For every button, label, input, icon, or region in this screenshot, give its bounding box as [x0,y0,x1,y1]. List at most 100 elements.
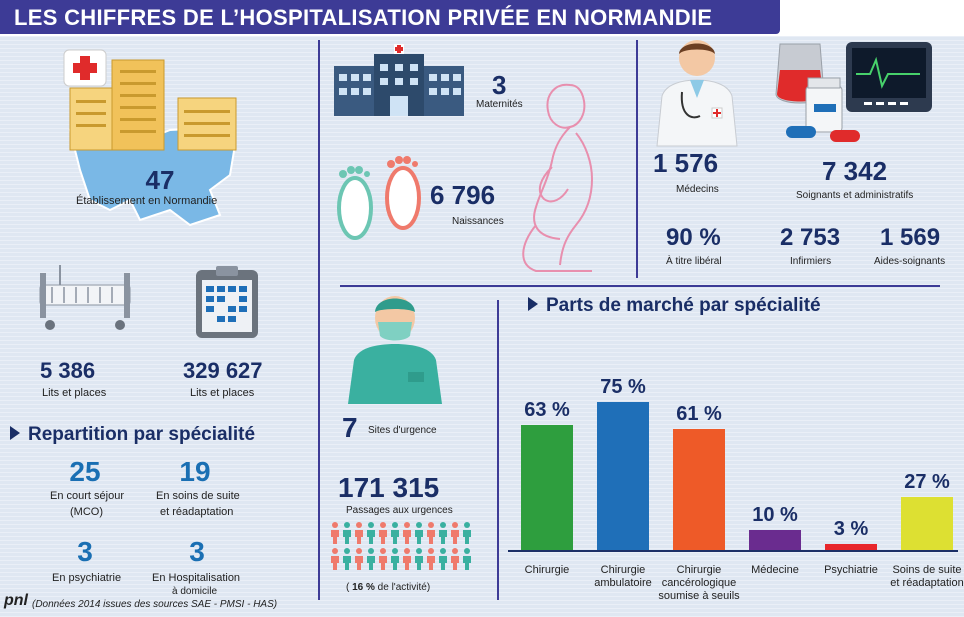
chart-bar [749,530,801,550]
footer-note: (Données 2014 issues des sources SAE - P… [32,599,278,610]
person-icon [451,548,459,570]
baby-footprints-icon [337,156,421,240]
person-icon [463,522,471,544]
doctor-icon [656,40,738,147]
chart-category-line: et réadaptation [890,577,964,589]
establishments-label: Établissement en Normandie [76,195,218,207]
person-icon [343,522,351,544]
chart-value-label: 3 % [833,518,869,541]
person-icon [427,548,435,570]
medical-supplies-icon [775,42,932,142]
person-icon [403,522,411,544]
chart-category-line: Médecine [751,564,799,576]
days-value: 329 627 [183,358,263,383]
maternity-value: 3 [492,70,507,100]
hospital-building-icon [334,44,464,116]
chart-category-label: Chirurgie ambulatoire [578,564,668,590]
chart-title-text: Parts de marché par spécialité [546,295,821,316]
divider-middle [340,285,940,287]
person-icon [439,522,447,544]
repartition-label-2a: En psychiatrie [52,572,122,584]
chart-category-line: Soins de suite [892,564,962,576]
repartition-value-0: 25 [69,456,101,487]
chart-value-label: 27 % [904,470,950,493]
liberal-value: 90 % [666,224,721,251]
normandy-map-icon [63,49,237,227]
person-icon [355,522,363,544]
aides-value: 1 569 [880,224,941,251]
triangle-icon [10,425,20,440]
repartition-label-1b: et réadaptation [160,506,234,518]
maternity-label: Maternités [476,99,523,110]
chart-title: Parts de marché par spécialité [528,295,821,317]
births-label: Naissances [452,216,504,227]
repartition-label-0b: (MCO) [70,506,103,518]
chart-value-label: 75 % [600,375,646,398]
person-icon [331,522,339,544]
person-icon [379,522,387,544]
chart-value-label: 63 % [524,399,570,422]
chart-bar [673,429,725,550]
urgences-activity-pct: 16 % [352,582,375,593]
repartition-value-2: 3 [77,536,93,567]
header: LES CHIFFRES DE L’HOSPITALISATION PRIVÉE… [0,0,964,36]
person-icon [379,548,387,570]
repartition-label-3b: à domicile [172,586,218,597]
repartition-label-1a: En soins de suite [156,490,240,502]
chart-bar [825,544,877,550]
urgences-activity-rest: de l'activité) [374,582,431,593]
people-grid [330,522,480,574]
days-label: Lits et places [190,387,255,399]
chart-category-line: Chirurgie [524,564,570,576]
repartition-title: Repartition par spécialité [10,424,255,446]
person-icon [391,522,399,544]
chart-category-line: Psychiatrie [824,564,878,576]
person-icon [355,548,363,570]
person-icon [331,548,339,570]
logo: pnl [4,592,28,609]
chart-bar [597,401,649,550]
urgences-sites-label: Sites d'urgence [368,425,437,436]
chart-value-label: 61 % [676,403,722,426]
person-icon [427,522,435,544]
divider-chart [497,300,499,600]
chart-category-line: ambulatoire [594,577,652,589]
chart-baseline [508,550,958,552]
person-icon [403,548,411,570]
person-icon [391,548,399,570]
nurses-value: 2 753 [780,224,841,251]
chart-category-label: Soins de suite et réadaptation [882,564,964,590]
repartition-label-3a: En Hospitalisation [152,572,241,584]
chart-category-label: Psychiatrie [806,564,896,577]
person-icon [415,548,423,570]
doctors-value: 1 576 [653,148,719,178]
person-icon [367,548,375,570]
beds-value: 5 386 [40,358,96,383]
births-value: 6 796 [430,180,496,210]
chart: 63 % Chirurgie 75 % Chirurgie ambulatoire 61 … [508,320,964,610]
urgences-activity-open: ( [346,582,353,593]
staff-label: Soignants et administratifs [796,190,914,201]
pregnant-woman-icon [522,83,594,272]
person-icon [343,548,351,570]
urgences-activity: ( 16 % de l'activité) [346,582,430,593]
chart-bar [521,425,573,550]
person-icon [463,548,471,570]
urgences-passages-value: 171 315 [338,472,440,503]
repartition-label-0a: En court séjour [50,490,124,502]
person-icon [367,522,375,544]
divider-left [318,40,320,600]
nurses-label: Infirmiers [790,256,832,267]
header-bar: LES CHIFFRES DE L’HOSPITALISATION PRIVÉE… [0,0,780,34]
establishments-value: 47 [145,165,175,195]
divider-right [636,40,638,278]
staff-value: 7 342 [822,156,888,186]
person-icon [439,548,447,570]
chart-category-label: Chirurgie cancérologique soumise à seuils [654,564,744,603]
chart-category-line: soumise à seuils [658,590,740,602]
chart-category-label: Chirurgie [502,564,592,577]
urgences-sites-value: 7 [342,412,358,443]
chart-category-label: Médecine [730,564,820,577]
page-title: LES CHIFFRES DE L’HOSPITALISATION PRIVÉE… [14,5,713,30]
repartition-title-text: Repartition par spécialité [28,424,256,445]
